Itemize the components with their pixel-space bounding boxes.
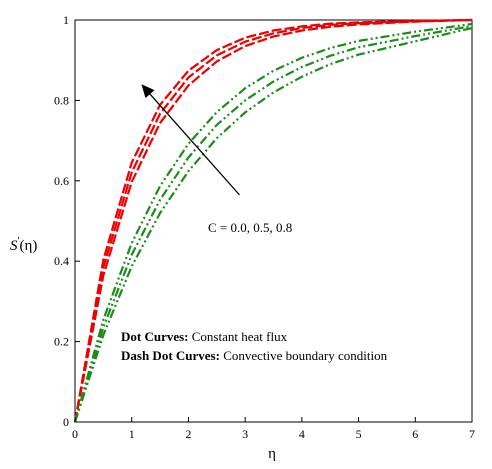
x-tick-label: 4 [299,427,305,441]
legend-dot-label: Dot Curves: [121,329,189,344]
arrow-annotation: C = 0.0, 0.5, 0.8 [208,220,292,235]
x-tick-label: 3 [242,427,248,441]
y-tick-label: 0.8 [54,93,69,107]
plot-border [74,19,473,423]
x-tick-label: 6 [412,427,418,441]
x-tick-label: 7 [469,427,475,441]
series-line-green-1 [73,22,473,423]
legend-line-1: Dot Curves: Constant heat flux [121,329,288,344]
x-tick-label: 0 [72,427,78,441]
plot-frame [74,19,473,423]
series-layer [73,18,473,423]
legend-dashdot-label: Dash Dot Curves: [121,348,220,363]
y-axis-label: S'(η) [10,235,37,254]
annotation-layer [141,84,240,196]
y-tick-label: 0.6 [54,174,69,188]
x-axis-label: η [268,446,276,462]
y-tick-label: 0.2 [54,335,69,349]
x-tick-label: 2 [185,427,191,441]
y-axis-label-main: S [10,238,18,254]
y-axis-label-prime: ' [18,235,20,247]
y-tick-label: 1 [63,13,69,27]
x-tick-label: 1 [129,427,135,441]
y-axis-label-arg: (η) [19,238,37,254]
arrow-head [141,84,155,98]
series-line-green-2 [73,24,473,423]
legend-dot-text: Constant heat flux [189,329,288,344]
series-line-green-3 [73,26,473,423]
y-tick-label: 0.4 [54,254,69,268]
series-line-red-2 [73,18,473,423]
x-tick-label: 5 [356,427,362,441]
y-tick-label: 0 [63,415,69,429]
legend-line-2: Dash Dot Curves: Convective boundary con… [121,348,388,363]
legend-dashdot-text: Convective boundary condition [220,348,388,363]
ticks-layer: 0 1 2 3 4 5 6 7 0 0.2 0.4 0.6 0.8 1 [54,13,475,441]
arrow-shaft [149,93,240,196]
